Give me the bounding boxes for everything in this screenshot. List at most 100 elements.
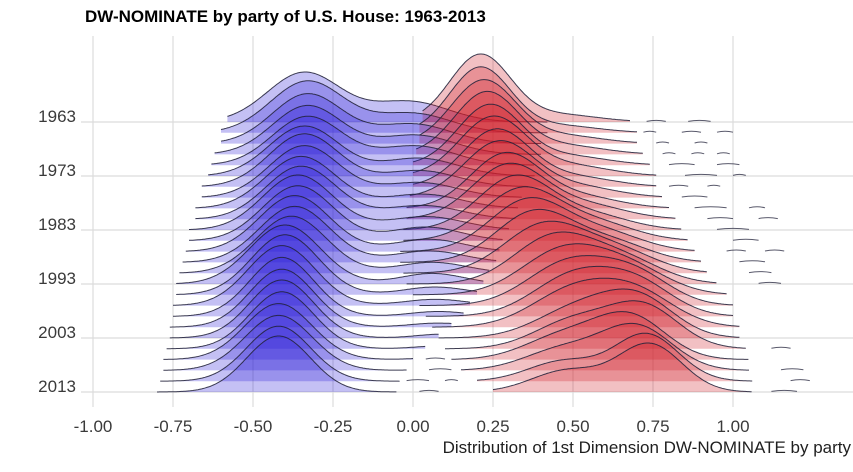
tail-fragment-rep-1979-0 bbox=[694, 206, 727, 209]
ridge-outline-rep-1963 bbox=[422, 53, 631, 122]
y-tick-label-2013: 2013 bbox=[38, 377, 76, 396]
x-tick-label--0.50: -0.50 bbox=[234, 417, 273, 436]
ridge-fill-rep-1995 bbox=[413, 243, 727, 295]
ridge-fill-rep-1991 bbox=[403, 221, 707, 274]
ridge-outline-dem-1987 bbox=[185, 195, 500, 252]
ridge-fill-dem-2005 bbox=[166, 291, 426, 349]
ridge-outline-rep-1991 bbox=[403, 220, 707, 274]
x-tick-label--0.25: -0.25 bbox=[314, 417, 353, 436]
tail-fragment-rep-1973-0 bbox=[684, 173, 718, 176]
ridge-fill-dem-1997 bbox=[173, 245, 470, 306]
ridge-outline-dem-1983 bbox=[189, 174, 510, 230]
ridge-outline-rep-1999 bbox=[425, 265, 734, 317]
ridge-fill-dem-1983 bbox=[189, 175, 509, 230]
ridge-outline-dem-1977 bbox=[201, 145, 522, 198]
ridge-outline-dem-1971 bbox=[211, 115, 534, 166]
ridge-fill-dem-1975 bbox=[201, 133, 529, 187]
x-tick-label-0.25: 0.25 bbox=[476, 417, 509, 436]
ridge-fill-dem-2009 bbox=[163, 315, 407, 371]
x-tick-label--0.75: -0.75 bbox=[154, 417, 193, 436]
tail-fragment-rep-1975-0 bbox=[668, 184, 689, 187]
tail-fragment-rep-1963-0 bbox=[646, 119, 666, 122]
tail-fragment-rep-1985-0 bbox=[732, 238, 759, 241]
ridge-outline-rep-2011 bbox=[476, 332, 753, 382]
ridge-fill-rep-2013 bbox=[493, 343, 752, 392]
chart-title: DW-NOMINATE by party of U.S. House: 1963… bbox=[85, 7, 486, 26]
ridge-outline-rep-2013 bbox=[492, 342, 752, 393]
ridge-fill-rep-1973 bbox=[413, 116, 657, 176]
ridge-outline-dem-1967 bbox=[220, 93, 541, 144]
ridges bbox=[157, 53, 810, 393]
ridge-fill-dem-1963 bbox=[227, 72, 548, 122]
ridge-outline-dem-1989 bbox=[182, 205, 497, 263]
tail-fragment-rep-2013-0 bbox=[771, 389, 798, 392]
tail-fragment-rep-1967-0 bbox=[656, 141, 670, 144]
tail-fragment-rep-1969-1 bbox=[691, 152, 705, 155]
ridge-outline-rep-1995 bbox=[413, 243, 727, 296]
ridge-fill-dem-1995 bbox=[176, 234, 477, 295]
ridge-fill-dem-2003 bbox=[169, 280, 439, 338]
tail-fragment-rep-1969-0 bbox=[662, 152, 676, 155]
ridge-outline-rep-1997 bbox=[419, 255, 734, 306]
tail-fragment-rep-1987-1 bbox=[764, 249, 785, 252]
tail-fragment-rep-2005-0 bbox=[771, 346, 791, 349]
ridge-fill-dem-2013 bbox=[157, 336, 397, 392]
ridge-outline-dem-2007 bbox=[163, 303, 414, 360]
tail-fragment-rep-1965-0 bbox=[643, 130, 657, 133]
ridge-outline-dem-2013 bbox=[157, 335, 397, 393]
ridge-outline-rep-1979 bbox=[406, 151, 669, 208]
ridge-outline-rep-1973 bbox=[412, 115, 657, 176]
tail-fragment-dem-2007-0 bbox=[425, 357, 446, 360]
ridge-fill-dem-1981 bbox=[195, 166, 516, 220]
ridge-fill-rep-2007 bbox=[451, 311, 749, 360]
x-tick-label-0.75: 0.75 bbox=[636, 417, 669, 436]
ridge-outline-dem-1975 bbox=[201, 133, 529, 187]
ridge-fill-dem-1999 bbox=[173, 257, 464, 317]
ridge-fill-rep-1987 bbox=[400, 197, 695, 252]
ridge-outline-rep-1967 bbox=[419, 79, 637, 143]
y-tick-label-1993: 1993 bbox=[38, 269, 76, 288]
x-tick-label-0.50: 0.50 bbox=[556, 417, 589, 436]
tail-fragment-rep-1973-1 bbox=[732, 173, 746, 176]
tail-fragment-rep-1981-0 bbox=[707, 217, 734, 220]
tail-fragment-rep-1977-0 bbox=[681, 195, 708, 198]
x-tick-label--1.00: -1.00 bbox=[74, 417, 113, 436]
ridge-outline-rep-2001 bbox=[432, 277, 740, 328]
ridge-outline-rep-1975 bbox=[412, 128, 657, 187]
ridge-outline-rep-1985 bbox=[403, 186, 688, 241]
ridge-outline-rep-1971 bbox=[412, 103, 650, 165]
tail-fragment-rep-1987-0 bbox=[726, 249, 746, 252]
tail-fragment-rep-1971-1 bbox=[716, 163, 740, 166]
tail-fragment-rep-2011-0 bbox=[790, 379, 810, 382]
ridge-outline-dem-1997 bbox=[172, 245, 471, 306]
ridge-outline-dem-2011 bbox=[160, 325, 400, 382]
x-tick-label-1.00: 1.00 bbox=[716, 417, 749, 436]
ridge-fill-dem-1987 bbox=[185, 195, 500, 252]
ridge-outline-rep-2005 bbox=[445, 300, 746, 350]
gridlines bbox=[81, 36, 853, 407]
ridge-fill-rep-2001 bbox=[432, 278, 740, 328]
x-axis-title: Distribution of 1st Dimension DW-NOMINAT… bbox=[443, 438, 852, 457]
y-tick-label-1983: 1983 bbox=[38, 215, 76, 234]
tail-fragment-dem-2011-0 bbox=[406, 379, 430, 382]
ridge-outline-dem-2009 bbox=[163, 314, 407, 371]
ridge-fill-dem-1969 bbox=[214, 105, 541, 155]
tail-fragment-rep-1975-1 bbox=[707, 184, 721, 187]
axis-tick-labels: 1963 1973 1983 1993 2003 2013 -1.00 -0.75 -0.50 -… bbox=[38, 107, 749, 436]
ridge-fill-rep-1999 bbox=[425, 266, 733, 317]
ridge-fill-rep-2003 bbox=[438, 289, 740, 338]
ridge-fill-rep-1969 bbox=[416, 91, 643, 155]
ridge-outline-dem-1979 bbox=[195, 155, 518, 209]
ridge-outline-dem-1995 bbox=[176, 234, 478, 295]
ridge-fill-rep-1967 bbox=[419, 79, 637, 144]
ridge-fill-rep-1989 bbox=[400, 209, 701, 263]
tail-fragment-rep-1965-1 bbox=[681, 130, 702, 133]
tail-fragment-rep-1983-0 bbox=[716, 227, 750, 230]
tail-fragment-rep-1971-0 bbox=[668, 163, 695, 166]
ridge-fill-dem-1991 bbox=[179, 216, 490, 274]
ridge-outline-dem-1999 bbox=[173, 256, 464, 317]
tail-fragment-rep-1993-0 bbox=[758, 281, 782, 284]
ridge-fill-dem-1977 bbox=[201, 145, 522, 198]
